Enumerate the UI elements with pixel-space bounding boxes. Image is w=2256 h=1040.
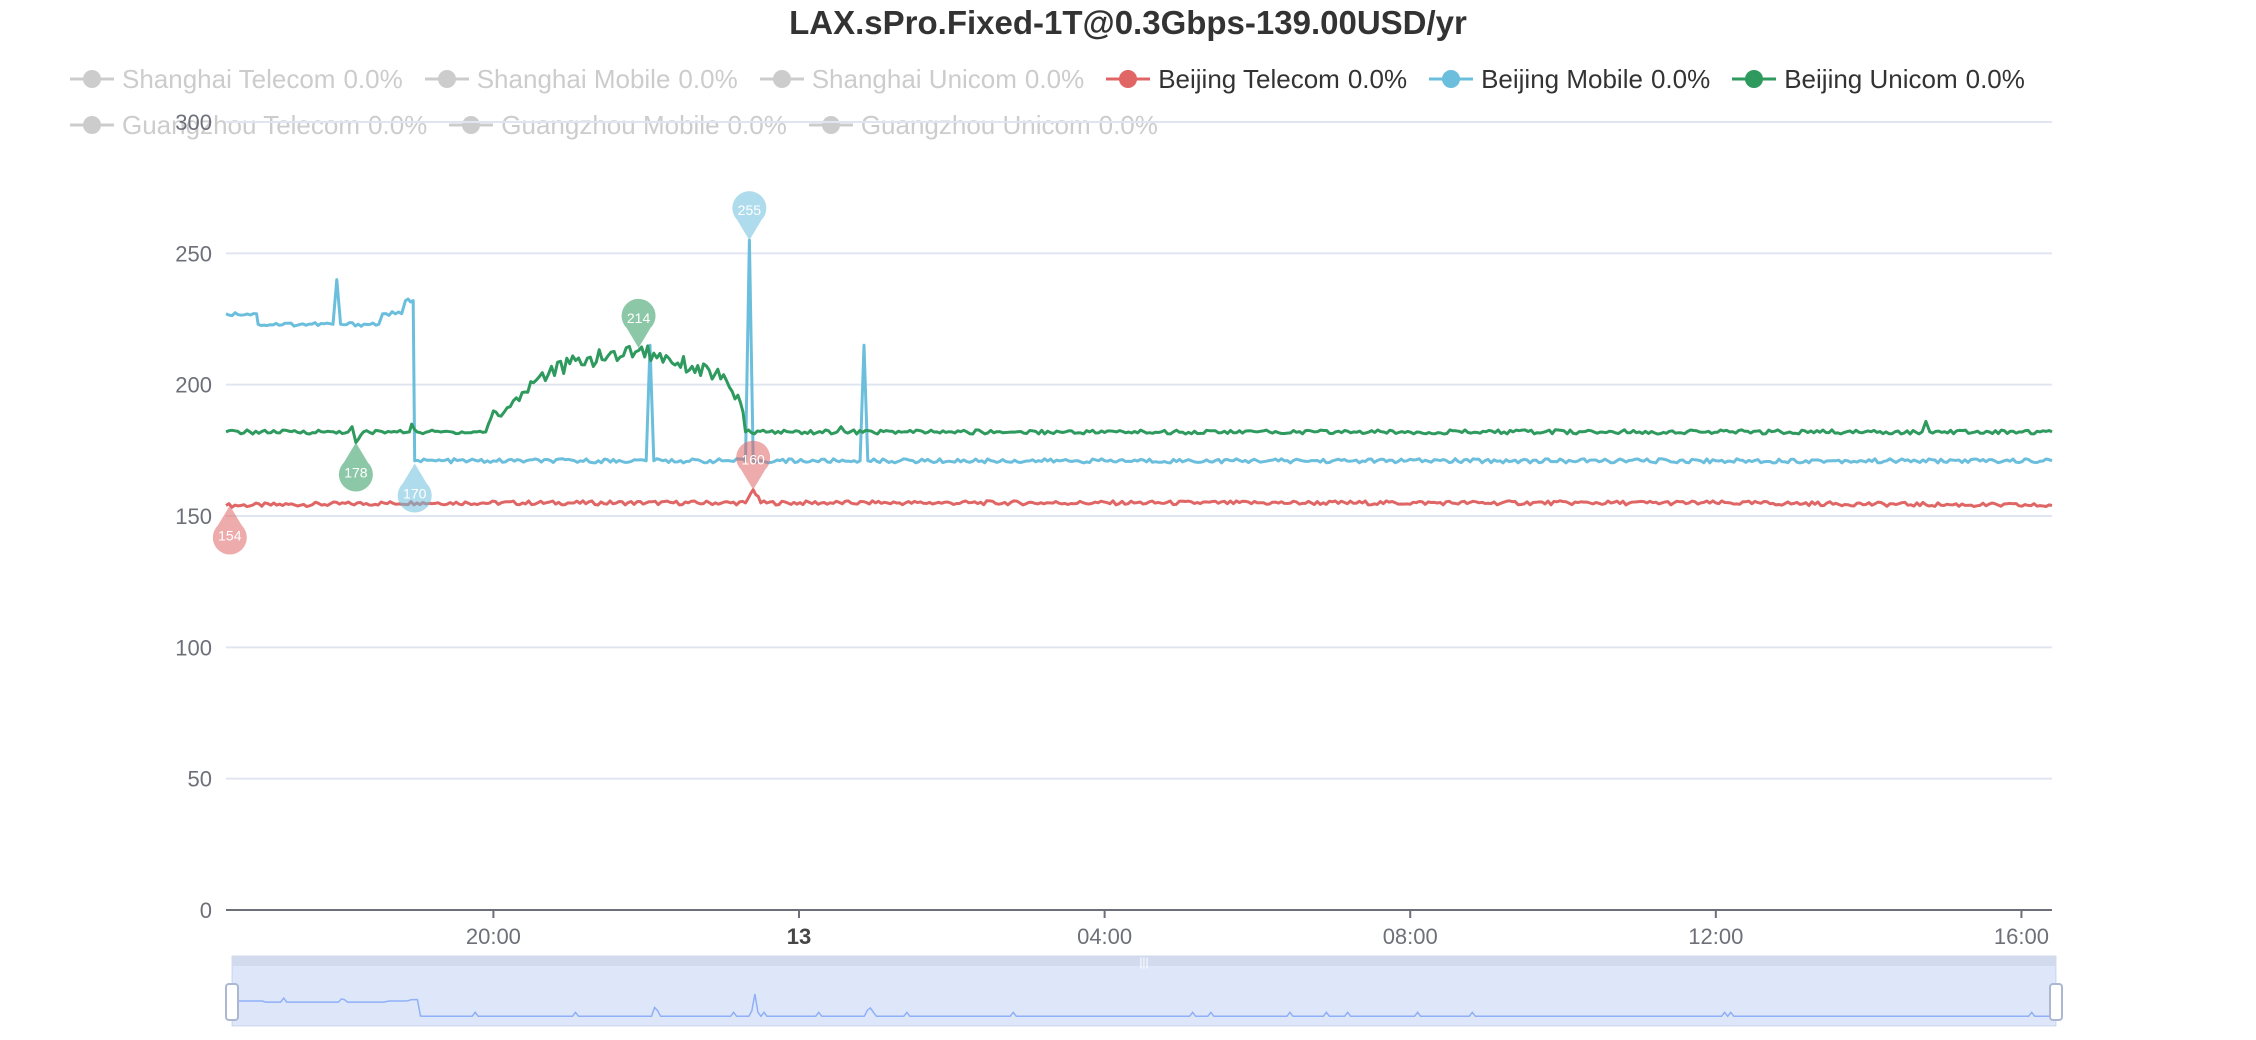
marker-pin [397, 463, 432, 513]
legend-item-beijing-unicom[interactable]: Beijing Unicom 0.0% [1732, 64, 2025, 95]
legend-line-dot-icon [70, 70, 114, 88]
y-tick-label: 250 [175, 241, 212, 266]
marker-label: 154 [218, 527, 242, 543]
x-tick-label: 12:00 [1688, 924, 1743, 949]
y-tick-label: 200 [175, 373, 212, 398]
legend-label: Shanghai Telecom [122, 63, 336, 94]
legend-label: Beijing Mobile [1481, 63, 1643, 94]
legend-line-dot-icon [70, 116, 114, 134]
legend: Shanghai Telecom 0.0% Shanghai Mobile 0.… [70, 56, 2220, 148]
y-tick-label: 100 [175, 635, 212, 660]
legend-loss: 0.0% [343, 63, 403, 94]
max-marker-beijing-mobile: 255 [732, 191, 767, 241]
legend-label: Beijing Unicom [1784, 63, 1958, 94]
legend-line-dot-icon [449, 116, 494, 134]
legend-row: Shanghai Telecom 0.0% Shanghai Mobile 0.… [70, 56, 2220, 102]
min-marker-beijing-telecom: 154 [212, 505, 247, 555]
legend-loss: 0.0% [368, 109, 428, 140]
chart-title: LAX.sPro.Fixed-1T@0.3Gbps-139.00USD/yr [789, 4, 1467, 41]
legend-label: Guangzhou Unicom [860, 109, 1091, 140]
legend-line-dot-icon [424, 70, 469, 88]
x-tick-label: 20:00 [466, 924, 521, 949]
x-tick-label: 08:00 [1383, 924, 1438, 949]
marker-pin [732, 191, 767, 241]
x-tick-label: 04:00 [1077, 924, 1132, 949]
x-tick-label: 13 [787, 924, 811, 949]
legend-item-shanghai-telecom[interactable]: Shanghai Telecom 0.0% [70, 64, 403, 95]
marker-pin [212, 505, 247, 555]
zoom-handle-left[interactable] [225, 983, 239, 1021]
marker-label: 214 [627, 310, 651, 326]
legend-item-beijing-telecom[interactable]: Beijing Telecom 0.0% [1106, 64, 1407, 95]
max-marker-beijing-unicom: 214 [621, 298, 656, 348]
y-tick-label: 0 [200, 898, 212, 923]
zoom-grip-icon: ||| [1139, 955, 1148, 969]
marker-pin [338, 442, 373, 492]
zoom-move-bar [232, 956, 2056, 966]
y-tick-label: 300 [175, 110, 212, 135]
min-marker-beijing-unicom: 178 [338, 442, 373, 492]
marker-label: 160 [741, 452, 765, 468]
marker-label: 170 [403, 485, 427, 501]
legend-item-shanghai-unicom[interactable]: Shanghai Unicom 0.0% [759, 63, 1085, 95]
legend-loss: 0.0% [678, 63, 738, 94]
legend-row: Guangzhou Telecom 0.0% Guangzhou Mobile … [70, 102, 2220, 148]
legend-loss: 0.0% [1965, 63, 2025, 94]
legend-label: Guangzhou Mobile [501, 109, 720, 140]
legend-line-dot-icon [1429, 70, 1474, 88]
legend-loss: 0.0% [1098, 109, 1158, 140]
zoom-overview-line [232, 993, 2056, 1018]
marker-label: 178 [344, 464, 368, 480]
legend-item-guangzhou-mobile[interactable]: Guangzhou Mobile 0.0% [449, 110, 787, 141]
legend-line-dot-icon [1732, 70, 1777, 88]
legend-item-shanghai-mobile[interactable]: Shanghai Mobile 0.0% [424, 63, 738, 95]
legend-loss: 0.0% [1347, 63, 1408, 94]
legend-label: Guangzhou Telecom [122, 109, 361, 140]
data-zoom-slider[interactable]: ||| [225, 955, 2063, 1027]
min-marker-beijing-mobile: 170 [397, 463, 432, 513]
legend-line-dot-icon [1106, 70, 1151, 88]
y-tick-label: 50 [188, 767, 212, 792]
series-line-beijing-unicom [225, 344, 2053, 444]
x-tick-label: 16:00 [1994, 924, 2049, 949]
zoom-background [231, 955, 2057, 1027]
legend-line-dot-icon [808, 116, 853, 134]
legend-item-beijing-mobile[interactable]: Beijing Mobile 0.0% [1429, 64, 1710, 95]
legend-item-guangzhou-unicom[interactable]: Guangzhou Unicom 0.0% [808, 109, 1158, 141]
y-tick-label: 150 [175, 504, 212, 529]
legend-item-guangzhou-telecom[interactable]: Guangzhou Telecom 0.0% [70, 110, 427, 141]
marker-label: 255 [738, 202, 762, 218]
marker-pin [736, 440, 771, 490]
marker-pin [621, 298, 656, 348]
legend-label: Shanghai Unicom [811, 63, 1017, 94]
legend-line-dot-icon [759, 70, 804, 88]
zoom-handle-right[interactable] [2049, 983, 2063, 1021]
legend-loss: 0.0% [1024, 63, 1085, 94]
legend-loss: 0.0% [727, 109, 787, 140]
series-line-beijing-telecom [225, 488, 2053, 509]
max-marker-beijing-telecom: 160 [736, 440, 771, 490]
legend-loss: 0.0% [1650, 63, 1711, 94]
legend-label: Shanghai Mobile [476, 63, 671, 94]
series-line-beijing-mobile [225, 238, 2053, 465]
legend-label: Beijing Telecom [1158, 63, 1340, 94]
